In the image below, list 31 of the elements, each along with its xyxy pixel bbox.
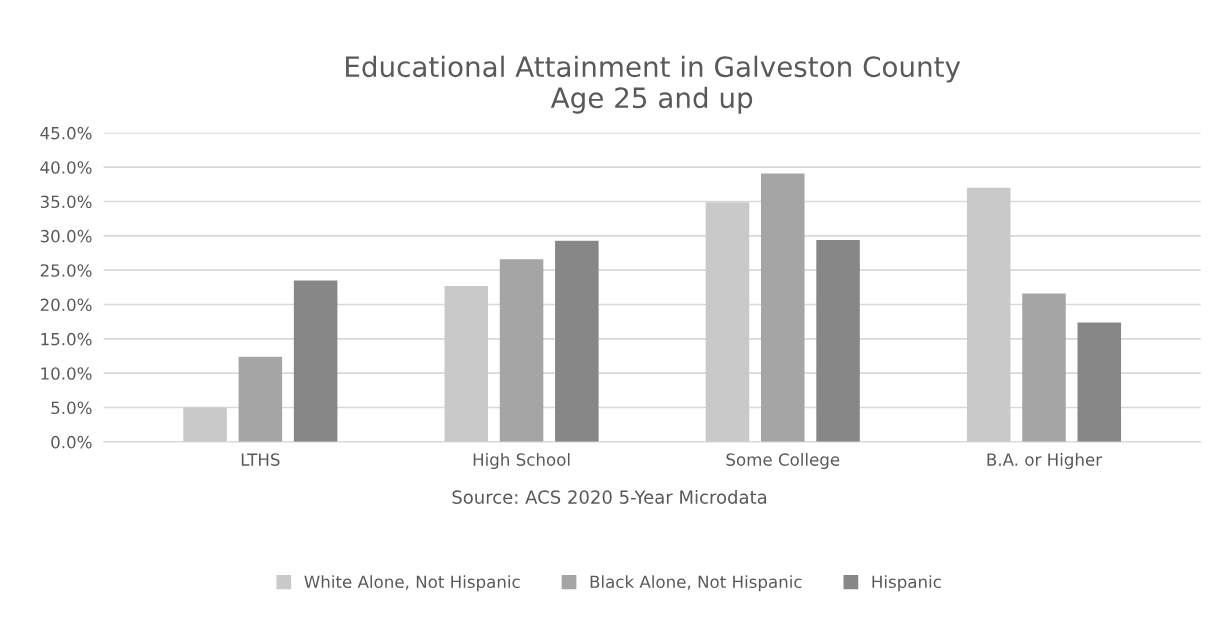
bar bbox=[761, 173, 805, 442]
y-tick-label: 20.0% bbox=[40, 298, 92, 312]
legend-label: Black Alone, Not Hispanic bbox=[590, 575, 802, 592]
bar bbox=[705, 202, 750, 442]
y-tick-label: 35.0% bbox=[40, 195, 92, 209]
bar bbox=[293, 280, 338, 442]
bar bbox=[183, 407, 227, 442]
bar bbox=[444, 286, 489, 442]
y-tick-label: 40.0% bbox=[40, 161, 92, 174]
x-tick-label: B.A. or Higher bbox=[987, 452, 1103, 470]
y-tick-label: 25.0% bbox=[40, 264, 92, 277]
bar bbox=[1077, 322, 1122, 442]
bar bbox=[238, 356, 283, 442]
bar bbox=[966, 187, 1011, 442]
y-tick-label: 0.0% bbox=[51, 435, 92, 449]
bar bbox=[499, 259, 544, 442]
x-tick-label: High School bbox=[473, 452, 570, 470]
y-tick-label: 5.0% bbox=[51, 401, 92, 415]
x-tick-label: LTHS bbox=[241, 453, 280, 466]
y-tick-label: 30.0% bbox=[40, 229, 92, 243]
y-tick-label: 10.0% bbox=[41, 367, 92, 380]
x-tick-label: Some College bbox=[726, 452, 840, 470]
legend-label: Hispanic bbox=[872, 575, 941, 592]
bar bbox=[555, 240, 599, 442]
y-tick-label: 15.0% bbox=[41, 332, 92, 346]
legend-label: White Alone, Not Hispanic bbox=[304, 575, 520, 592]
y-tick-label: 45.0% bbox=[40, 126, 92, 140]
bar bbox=[1022, 293, 1066, 442]
bar bbox=[816, 239, 860, 442]
chart-title: Educational Attainment in Galveston County Age 25 and up bbox=[346, 55, 961, 114]
source-note: Source: ACS 2020 5-Year Microdata bbox=[452, 489, 767, 504]
